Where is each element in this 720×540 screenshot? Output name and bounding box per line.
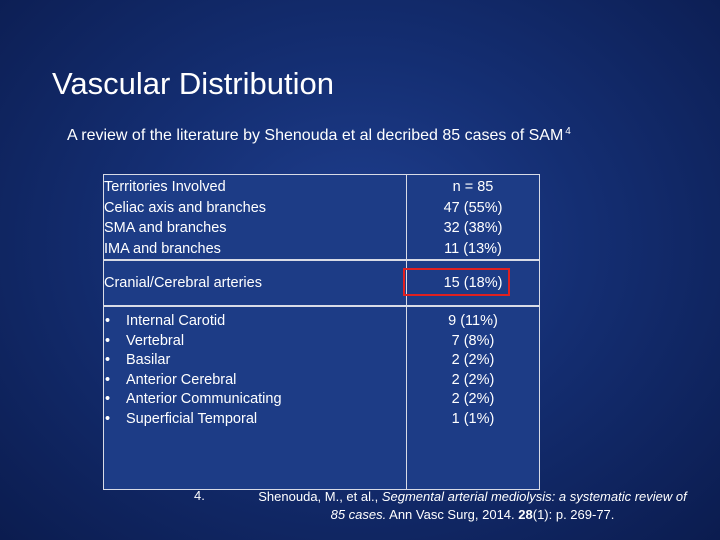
- list-item: • Vertebral: [104, 332, 406, 352]
- table-row-territories: Territories Involved Celiac axis and bra…: [103, 174, 540, 260]
- bullet-icon: •: [105, 352, 111, 368]
- intro-citation: 4: [565, 126, 571, 137]
- territories-label-cell: Territories Involved Celiac axis and bra…: [103, 174, 407, 260]
- reference-authors: Shenouda, M., et al.,: [258, 489, 382, 504]
- territory-label: SMA and branches: [104, 220, 227, 236]
- artery-label: Basilar: [126, 352, 171, 368]
- artery-value: 9 (11%): [448, 313, 498, 329]
- reference-number: 4.: [194, 488, 205, 503]
- bullet-icon: •: [105, 410, 111, 427]
- cranial-label: Cranial/Cerebral arteries: [104, 275, 262, 291]
- territory-value: 32 (38%): [443, 220, 503, 236]
- artery-value: 1 (1%): [451, 410, 495, 427]
- intro-sentence: A review of the literature by Shenouda e…: [67, 127, 564, 144]
- artery-value: 2 (2%): [451, 352, 495, 368]
- list-item: • Superficial Temporal: [104, 410, 406, 430]
- reference-title: Segmental arterial mediolysis: a systema…: [330, 489, 687, 522]
- table-row-cranial: Cranial/Cerebral arteries 15 (18%): [103, 260, 540, 306]
- breakdown-label-cell: • Internal Carotid • Vertebral • Basilar • A…: [103, 306, 407, 490]
- list-item: • Basilar: [104, 351, 406, 371]
- territory-value: 11 (13%): [444, 240, 502, 257]
- artery-label: Internal Carotid: [126, 313, 226, 329]
- artery-label: Anterior Cerebral: [126, 371, 237, 388]
- distribution-table: Territories Involved Celiac axis and bra…: [103, 174, 540, 490]
- artery-label: Anterior Communicating: [126, 391, 282, 407]
- artery-value: 2 (2%): [451, 391, 495, 407]
- intro-text: A review of the literature by Shenouda e…: [67, 126, 571, 145]
- breakdown-value-cell: 9 (11%) 7 (8%) 2 (2%) 2 (2%) 2 (2%) 1 (1…: [407, 306, 540, 490]
- artery-value: 7 (8%): [451, 332, 495, 349]
- territory-label: Territories Involved: [104, 179, 226, 195]
- cranial-value-cell: 15 (18%): [407, 260, 540, 306]
- territories-value-cell: n = 85 47 (55%) 32 (38%) 11 (13%): [407, 174, 540, 260]
- highlight-box: [403, 268, 510, 296]
- bullet-icon: •: [105, 371, 111, 388]
- territory-label: Celiac axis and branches: [104, 199, 267, 216]
- slide-title: Vascular Distribution: [52, 66, 334, 101]
- reference-volume: 28: [518, 507, 533, 522]
- bullet-icon: •: [105, 313, 111, 329]
- reference-pages: (1): p. 269-77.: [532, 507, 615, 522]
- artery-value: 2 (2%): [451, 371, 495, 388]
- cranial-value: 15 (18%): [443, 275, 503, 291]
- cranial-label-cell: Cranial/Cerebral arteries: [103, 260, 407, 306]
- bullet-icon: •: [105, 391, 111, 407]
- territory-value: n = 85: [452, 179, 494, 195]
- territory-label: IMA and branches: [104, 240, 221, 257]
- list-item: • Internal Carotid: [104, 312, 406, 332]
- territory-value: 47 (55%): [443, 199, 503, 216]
- reference-journal: Ann Vasc Surg, 2014.: [386, 507, 519, 522]
- table-row-cranial-breakdown: • Internal Carotid • Vertebral • Basilar • A…: [103, 306, 540, 490]
- reference-citation: Shenouda, M., et al., Segmental arterial…: [250, 488, 695, 524]
- list-item: • Anterior Communicating: [104, 390, 406, 410]
- list-item: • Anterior Cerebral: [104, 371, 406, 391]
- bullet-icon: •: [105, 332, 111, 349]
- artery-label: Superficial Temporal: [126, 410, 258, 427]
- artery-label: Vertebral: [126, 332, 185, 349]
